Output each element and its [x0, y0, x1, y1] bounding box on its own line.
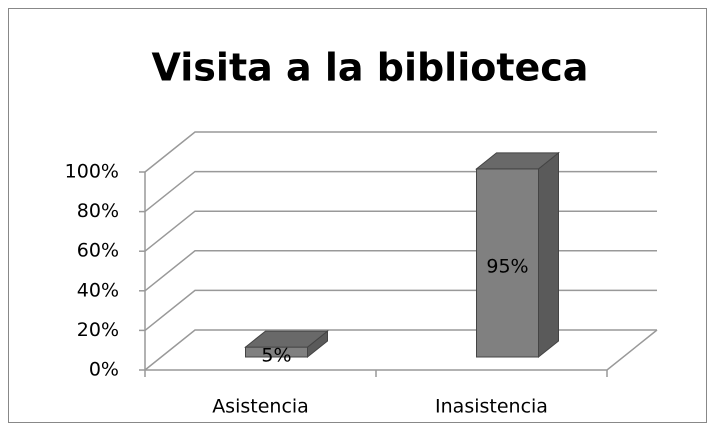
- y-tick-label: 20%: [77, 319, 119, 341]
- y-tick-label: 0%: [89, 359, 119, 381]
- y-tick-label: 80%: [77, 200, 119, 222]
- bar-top: [475, 152, 560, 170]
- chart-border: [8, 8, 707, 423]
- y-tick-label: 60%: [77, 240, 119, 262]
- bar-side: [538, 151, 559, 359]
- chart-title: Visita a la biblioteca: [152, 46, 589, 90]
- bar-top: [244, 330, 329, 348]
- data-label: 95%: [486, 255, 528, 277]
- bar-front: [476, 168, 539, 358]
- grid-line: [144, 131, 657, 173]
- x-tick-label: Asistencia: [212, 396, 309, 418]
- data-label: 5%: [261, 345, 291, 367]
- y-tick-label: 40%: [77, 279, 119, 301]
- y-tick-label: 100%: [65, 161, 119, 183]
- x-tick-label: Inasistencia: [435, 396, 548, 418]
